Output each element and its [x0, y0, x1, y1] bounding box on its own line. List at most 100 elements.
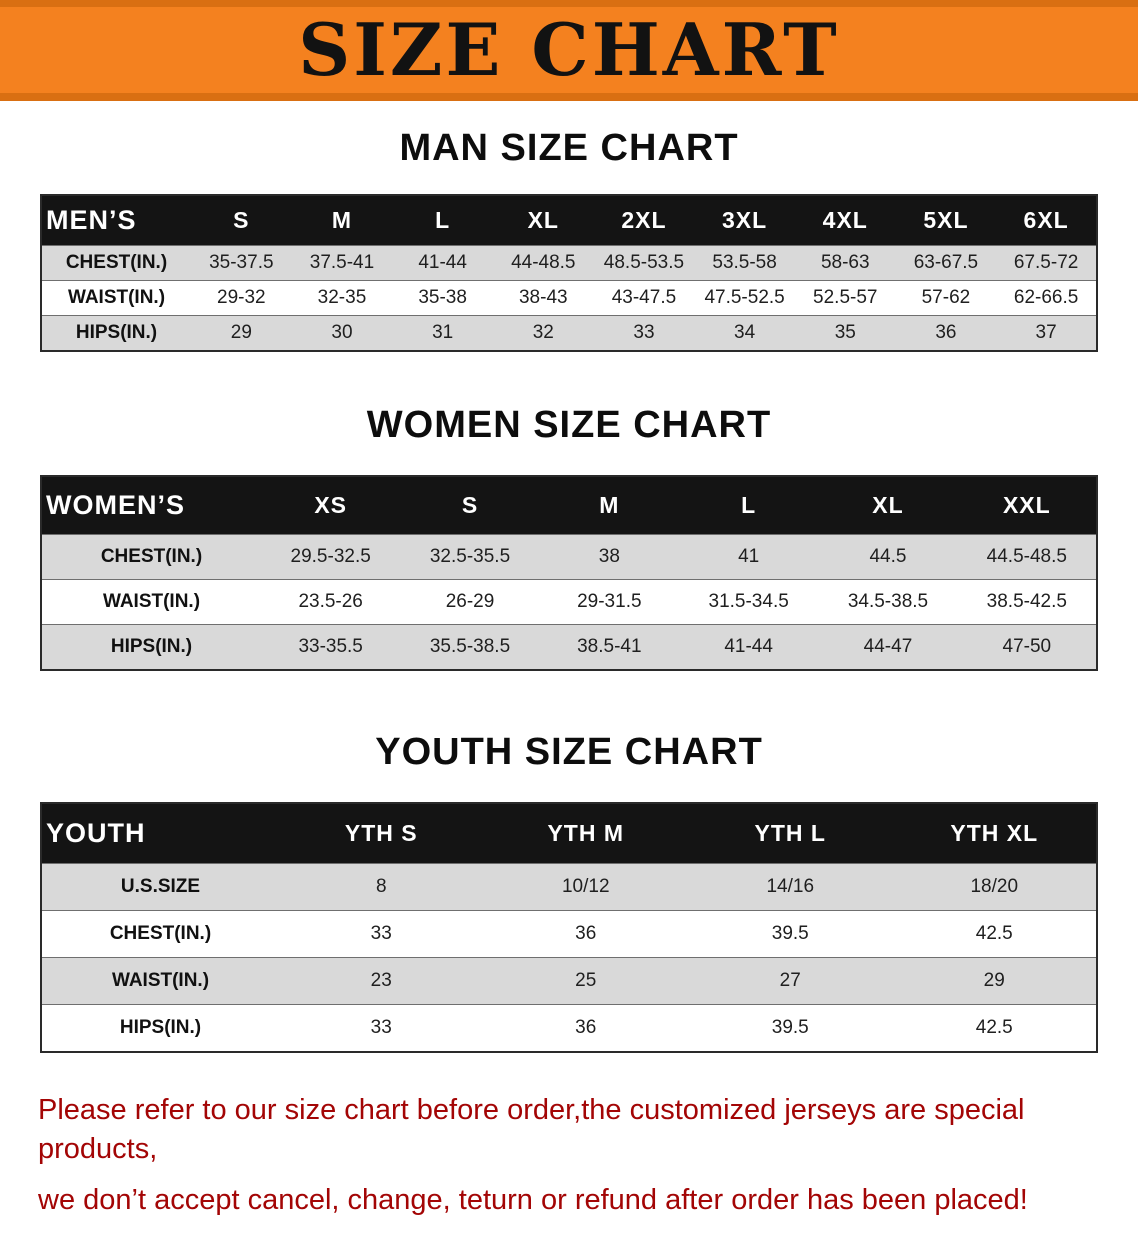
size-value-cell: 23: [370, 970, 392, 991]
table-row: CHEST(IN.) 35-37.5 37.5-41 41-44 44-48.5 48.5…: [41, 245, 1097, 281]
women-size-table: WOMEN’S XS S M L XL XXL CHEST(IN.) 29.5-32.5 32.5…: [40, 475, 1098, 671]
footer-notice: Please refer to our size chart before or…: [38, 1091, 1100, 1220]
size-value-cell: 67.5-72: [1013, 252, 1079, 273]
size-value-cell: 8: [375, 876, 387, 897]
size-value-cell: 33: [370, 1017, 392, 1038]
row-label: HIPS(IN.): [119, 1017, 202, 1038]
row-label: WAIST(IN.): [67, 287, 166, 308]
size-column-header: YTH XL: [892, 803, 1097, 864]
size-column-header: M: [291, 195, 393, 246]
size-value-cell: 31: [432, 322, 454, 343]
size-value-cell: 41-44: [724, 636, 773, 657]
size-value-cell: 44-48.5: [511, 252, 576, 273]
size-column-header: 5XL: [895, 195, 997, 246]
size-value-cell: 37.5-41: [309, 252, 375, 273]
size-value-cell: 37: [1035, 322, 1057, 343]
size-value-cell: 35-37.5: [209, 252, 274, 273]
size-column-header: L: [678, 476, 819, 535]
row-label: U.S.SIZE: [120, 876, 201, 897]
size-column-header: XL: [818, 476, 958, 535]
women-table-title-cell: WOMEN’S: [41, 476, 261, 535]
men-section-heading: MAN SIZE CHART: [399, 127, 739, 169]
row-label: WAIST(IN.): [102, 591, 201, 612]
men-header-row: MEN’S S M L XL 2XL 3XL 4XL 5XL 6XL: [41, 195, 1097, 246]
size-value-cell: 36: [575, 923, 597, 944]
size-value-cell: 32.5-35.5: [429, 546, 511, 567]
size-value-cell: 39.5: [771, 923, 809, 944]
size-column-header: 6XL: [996, 195, 1097, 246]
size-column-header: YTH L: [688, 803, 893, 864]
size-value-cell: 42.5: [975, 923, 1013, 944]
size-value-cell: 47-50: [1002, 636, 1052, 657]
size-value-cell: 32-35: [317, 287, 367, 308]
row-label: CHEST(IN.): [65, 252, 168, 273]
size-value-cell: 38.5-41: [577, 636, 642, 657]
men-table-title-cell: MEN’S: [41, 195, 191, 246]
table-row: CHEST(IN.) 33 36 39.5 42.5: [41, 910, 1097, 958]
notice-line-1: Please refer to our size chart before or…: [38, 1094, 1025, 1166]
size-value-cell: 43-47.5: [611, 287, 677, 308]
table-row: CHEST(IN.) 29.5-32.5 32.5-35.5 38 41 44.5 44.5…: [41, 534, 1097, 580]
size-value-cell: 38: [598, 546, 620, 567]
size-value-cell: 18/20: [970, 876, 1019, 897]
size-value-cell: 26-29: [445, 591, 495, 612]
size-value-cell: 63-67.5: [913, 252, 979, 273]
youth-table-title-cell: YOUTH: [41, 803, 279, 864]
table-row: HIPS(IN.) 33-35.5 35.5-38.5 38.5-41 41-44 44-…: [41, 624, 1097, 670]
youth-section-heading: YOUTH SIZE CHART: [375, 731, 763, 773]
size-value-cell: 29-31.5: [577, 591, 642, 612]
size-value-cell: 10/12: [561, 876, 610, 897]
size-value-cell: 36: [575, 1017, 597, 1038]
size-value-cell: 33: [370, 923, 392, 944]
size-value-cell: 41: [738, 546, 760, 567]
size-value-cell: 39.5: [771, 1017, 809, 1038]
size-value-cell: 44-47: [863, 636, 913, 657]
size-value-cell: 29: [230, 322, 252, 343]
size-column-header: M: [539, 476, 679, 535]
notice-line-2: we don’t accept cancel, change, teturn o…: [38, 1184, 1028, 1217]
size-value-cell: 29.5-32.5: [290, 546, 371, 567]
youth-size-table: YOUTH YTH S YTH M YTH L YTH XL U.S.SIZE 8 10/12…: [40, 802, 1098, 1053]
size-value-cell: 44.5-48.5: [986, 546, 1067, 567]
size-value-cell: 58-63: [820, 252, 870, 273]
size-value-cell: 38-43: [518, 287, 568, 308]
size-value-cell: 42.5: [975, 1017, 1013, 1038]
youth-header-row: YOUTH YTH S YTH M YTH L YTH XL: [41, 803, 1097, 864]
row-label: HIPS(IN.): [110, 636, 193, 657]
table-row: WAIST(IN.) 23.5-26 26-29 29-31.5 31.5-34.5 34…: [41, 579, 1097, 625]
size-value-cell: 34.5-38.5: [847, 591, 929, 612]
size-value-cell: 41-44: [418, 252, 467, 273]
size-value-cell: 33-35.5: [298, 636, 363, 657]
size-column-header: 3XL: [694, 195, 795, 246]
size-column-header: S: [191, 195, 292, 246]
size-column-header: XL: [492, 195, 594, 246]
size-value-cell: 57-62: [921, 287, 971, 308]
women-size-chart-section: WOMEN SIZE CHART WOMEN’S XS S M L XL XXL CHEST(I…: [0, 404, 1138, 671]
size-value-cell: 31.5-34.5: [708, 591, 789, 612]
size-value-cell: 25: [575, 970, 597, 991]
size-value-cell: 33: [633, 322, 655, 343]
banner: SIZE CHART: [0, 0, 1138, 101]
size-value-cell: 32: [532, 322, 554, 343]
size-value-cell: 53.5-58: [712, 252, 777, 273]
table-row: WAIST(IN.) 29-32 32-35 35-38 38-43 43-47.5 47.…: [41, 280, 1097, 316]
women-section-heading: WOMEN SIZE CHART: [366, 404, 772, 446]
men-size-chart-section: MAN SIZE CHART MEN’S S M L XL 2XL 3XL 4XL 5XL 6XL C…: [0, 127, 1138, 352]
table-row: WAIST(IN.) 23 25 27 29: [41, 957, 1097, 1005]
size-value-cell: 48.5-53.5: [603, 252, 685, 273]
size-chart-sections: MAN SIZE CHART MEN’S S M L XL 2XL 3XL 4XL 5XL 6XL C…: [0, 127, 1138, 1053]
size-value-cell: 47.5-52.5: [704, 287, 785, 308]
size-value-cell: 29-32: [217, 287, 266, 308]
size-value-cell: 35-38: [418, 287, 467, 308]
size-column-header: YTH S: [279, 803, 484, 864]
size-value-cell: 62-66.5: [1013, 287, 1079, 308]
row-label: HIPS(IN.): [75, 322, 158, 343]
size-column-header: XXL: [957, 476, 1097, 535]
row-label: CHEST(IN.): [109, 923, 212, 944]
size-value-cell: 23.5-26: [298, 591, 363, 612]
banner-title: SIZE CHART: [298, 7, 840, 92]
size-column-header: S: [400, 476, 540, 535]
size-column-header: XS: [261, 476, 401, 535]
size-value-cell: 38.5-42.5: [986, 591, 1067, 612]
youth-size-chart-section: YOUTH SIZE CHART YOUTH YTH S YTH M YTH L YTH …: [0, 731, 1138, 1053]
